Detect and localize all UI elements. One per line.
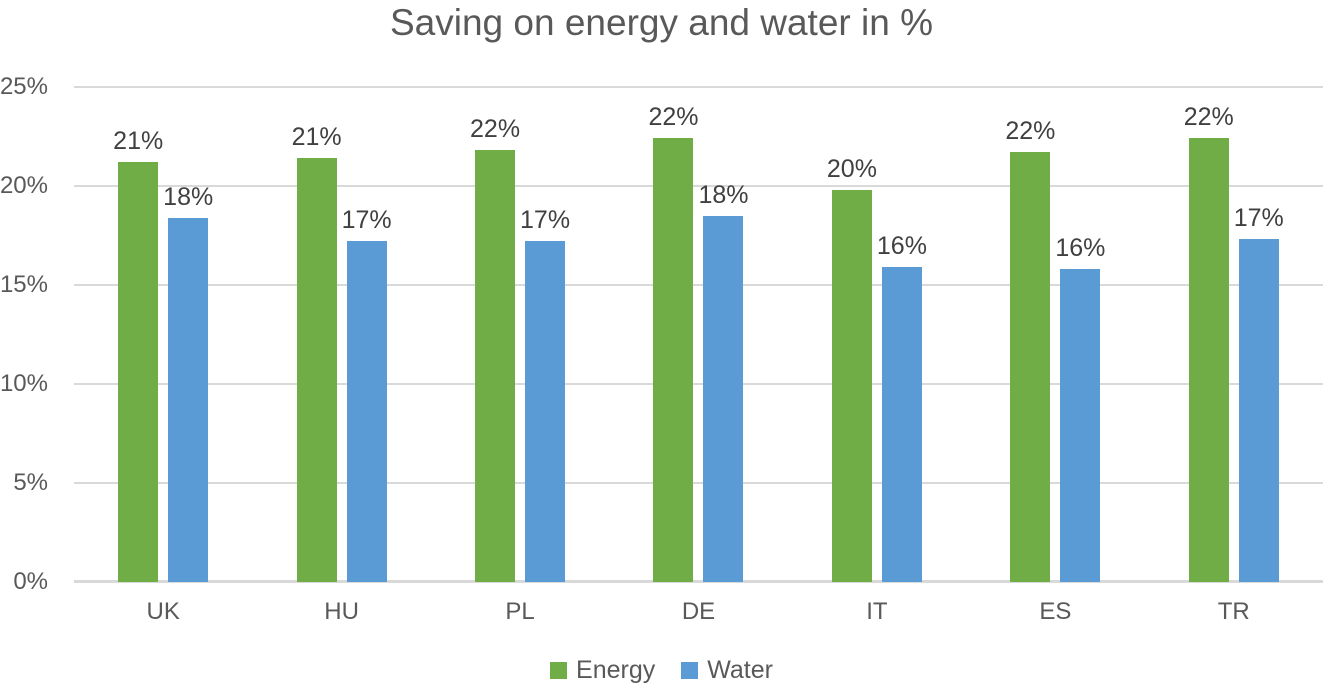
energy-bar: 21%	[113, 127, 163, 582]
data-label: 22%	[648, 103, 699, 132]
data-label: 17%	[1233, 204, 1284, 233]
legend: Energy Water	[0, 656, 1323, 685]
legend-swatch-icon	[550, 662, 568, 679]
water-bar: 17%	[342, 206, 392, 582]
y-tick-label: 15%	[0, 271, 48, 298]
data-label: 17%	[520, 206, 571, 235]
energy-bar: 22%	[648, 103, 699, 582]
x-axis-label: TR	[1217, 598, 1250, 625]
data-label: 21%	[113, 127, 164, 156]
energy-bar: 22%	[1005, 117, 1055, 582]
x-axis-label: IT	[866, 598, 888, 625]
energy-bar: 22%	[1184, 103, 1234, 582]
data-label: 16%	[1055, 234, 1106, 263]
y-tick-label: 20%	[0, 172, 48, 199]
data-label: 18%	[698, 180, 749, 209]
legend-swatch-icon	[681, 662, 699, 679]
x-axis-line	[74, 580, 1323, 583]
bar-pair: 22% 16%	[966, 87, 1144, 582]
water-bar: 16%	[1055, 234, 1105, 582]
water-bar: 17%	[520, 206, 570, 582]
x-axis-label: UK	[146, 598, 180, 625]
data-label: 22%	[1005, 117, 1056, 146]
bar-group: 21% 17%	[252, 87, 430, 582]
water-bar: 18%	[698, 181, 749, 582]
energy-bar: 20%	[827, 155, 877, 582]
bar-group: 22% 17%	[1145, 87, 1323, 582]
data-label: 16%	[876, 232, 927, 261]
data-label: 21%	[291, 123, 342, 152]
data-label: 22%	[470, 115, 521, 144]
data-label: 18%	[163, 182, 214, 211]
bar-pair: 20% 16%	[788, 87, 966, 582]
energy-bar: 21%	[292, 123, 342, 582]
data-label: 17%	[341, 206, 392, 235]
water-bar: 18%	[163, 183, 213, 582]
bar-pair: 21% 18%	[74, 87, 252, 582]
bar-pair: 21% 17%	[252, 87, 430, 582]
bar-group: 22% 17%	[431, 87, 609, 582]
y-axis: 0% 5% 10% 15% 20% 25%	[0, 73, 48, 595]
y-tick-label: 0%	[13, 568, 48, 595]
x-axis-label: DE	[681, 598, 716, 625]
bar-group: 22% 18%	[609, 87, 787, 582]
legend-label: Water	[707, 656, 773, 684]
gridline	[74, 482, 1323, 484]
bar-group: 21% 18%	[74, 87, 252, 582]
data-label: 20%	[826, 154, 877, 183]
water-bar: 16%	[877, 232, 927, 582]
y-tick-label: 10%	[0, 370, 48, 397]
water-bar: 17%	[1234, 204, 1284, 582]
legend-item-energy: Energy	[550, 656, 655, 685]
x-axis-label: PL	[505, 598, 535, 625]
y-tick-label: 5%	[13, 469, 48, 496]
bar-group: 22% 16%	[966, 87, 1144, 582]
legend-item-water: Water	[681, 656, 773, 685]
gridline	[74, 86, 1323, 88]
x-axis: UK HU PL DE IT ES TR	[74, 598, 1323, 630]
legend-label: Energy	[576, 656, 656, 684]
gridline	[74, 284, 1323, 286]
bar-pair: 22% 17%	[1145, 87, 1323, 582]
plot-area: 21% 18% 21% 17% 22% 17% 22% 18% 20% 16% 22% 16% 22% 1…	[74, 86, 1323, 583]
bar-pair: 22% 18%	[609, 87, 787, 582]
bar-group: 20% 16%	[788, 87, 966, 582]
bar-pair: 22% 17%	[431, 87, 609, 582]
chart-title: Saving on energy and water in %	[389, 2, 933, 43]
x-axis-label: ES	[1039, 598, 1072, 625]
gridline	[74, 383, 1323, 385]
gridline	[74, 185, 1323, 187]
energy-bar: 22%	[470, 115, 520, 582]
data-label: 22%	[1183, 103, 1234, 132]
x-axis-label: HU	[324, 598, 359, 625]
y-tick-label: 25%	[0, 73, 48, 100]
